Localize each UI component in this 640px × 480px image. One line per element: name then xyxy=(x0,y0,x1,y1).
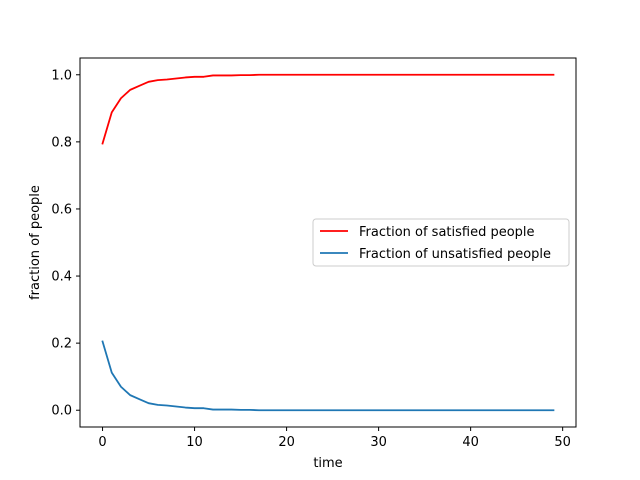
y-tick-label: 0.4 xyxy=(51,270,72,285)
series-line-unsatisfied xyxy=(101,340,555,412)
series-line-satisfied xyxy=(101,73,555,145)
y-axis-label: fraction of people xyxy=(28,185,43,300)
y-tick-label: 0.0 xyxy=(51,404,72,419)
x-tick-label: 0 xyxy=(98,435,106,450)
legend-label-unsatisfied: Fraction of unsatisfied people xyxy=(359,247,551,262)
x-tick-label: 30 xyxy=(370,435,387,450)
x-tick-label: 50 xyxy=(554,435,571,450)
legend: Fraction of satisfied people Fraction of… xyxy=(312,218,570,267)
x-axis-ticks: 0 10 20 30 40 50 xyxy=(98,427,571,450)
x-tick-label: 20 xyxy=(278,435,295,450)
x-axis-label: time xyxy=(313,456,342,471)
y-tick-label: 1.0 xyxy=(51,68,72,83)
legend-label-satisfied: Fraction of satisfied people xyxy=(359,225,535,240)
series-layer xyxy=(101,73,555,412)
y-tick-label: 0.6 xyxy=(51,202,72,217)
x-tick-label: 10 xyxy=(186,435,203,450)
x-tick-label: 40 xyxy=(462,435,479,450)
y-tick-label: 0.8 xyxy=(51,135,72,150)
legend-box xyxy=(312,218,570,267)
y-axis-ticks: 0.0 0.2 0.4 0.6 0.8 1.0 xyxy=(51,68,80,419)
plot-frame xyxy=(79,57,577,428)
y-tick-label: 0.2 xyxy=(51,337,72,352)
